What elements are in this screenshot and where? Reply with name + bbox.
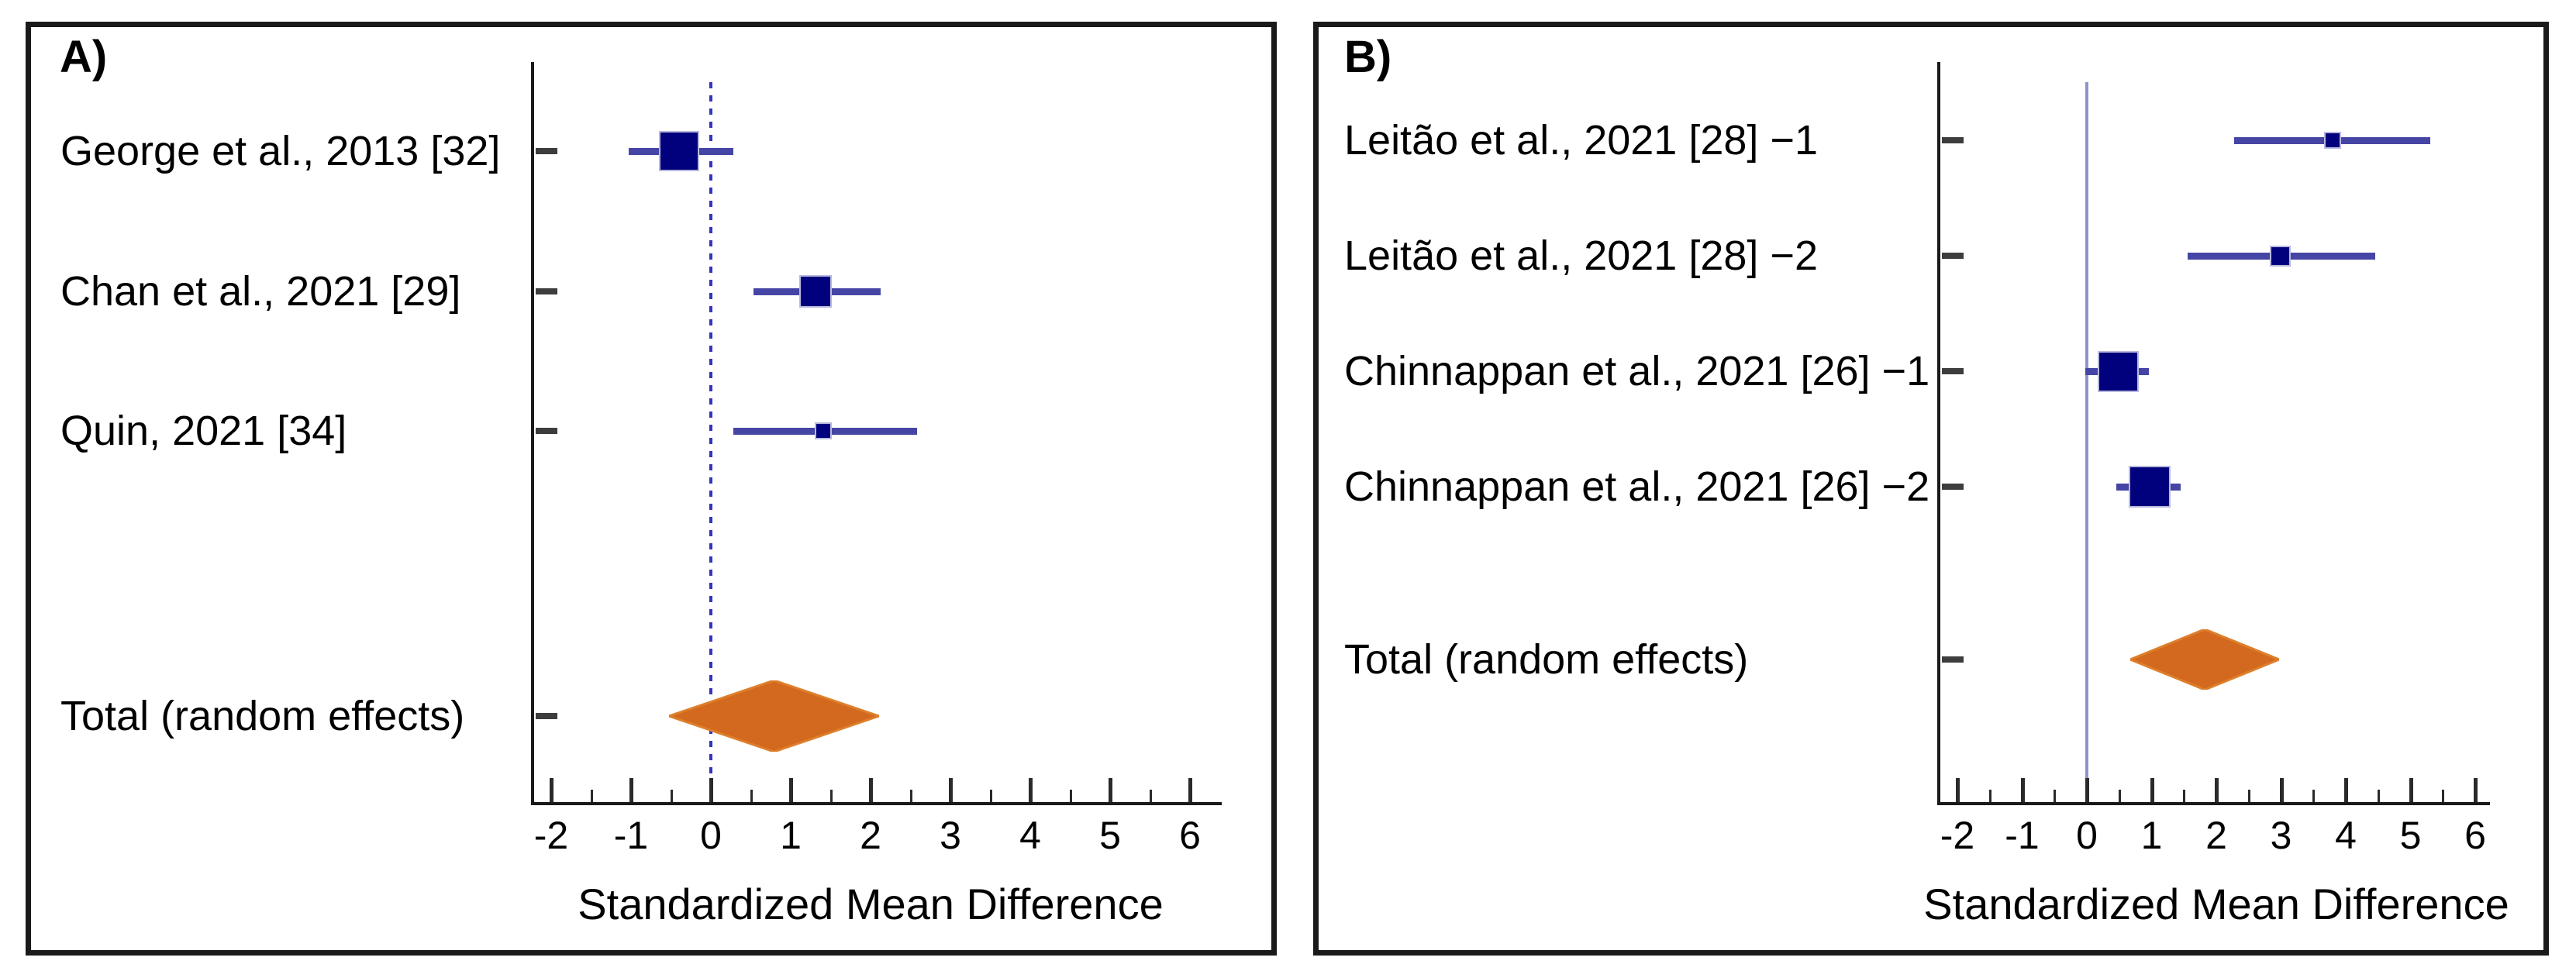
panel-a-x-tick-label: 6: [1179, 814, 1201, 857]
row-tick: [1942, 137, 1964, 143]
effect-square: [2128, 466, 2171, 508]
panel-b-x-tick-minor: [2442, 790, 2445, 802]
effect-square: [798, 275, 832, 308]
panel-b-x-tick-label: 0: [2076, 814, 2098, 857]
panel-b-y-axis: [1937, 62, 1940, 805]
panel-b-x-tick-major: [2409, 778, 2413, 802]
panel-b-x-tick-major: [2020, 778, 2025, 802]
panel-b-x-tick-label: 4: [2335, 814, 2357, 857]
panel-b-x-tick-major: [2344, 778, 2348, 802]
study-row-label: Quin, 2021 [34]: [60, 408, 347, 454]
panel-b-x-tick-minor: [2247, 790, 2250, 802]
panel-a-x-tick-major: [1188, 778, 1192, 802]
panel-a-x-tick-major: [869, 778, 873, 802]
study-row-label: George et al., 2013 [32]: [60, 128, 501, 174]
row-tick: [536, 428, 557, 434]
row-tick: [536, 288, 557, 294]
panel-b: [1313, 22, 2549, 956]
row-tick: [1942, 368, 1964, 374]
panel-b-x-tick-label: 3: [2270, 814, 2292, 857]
panel-a-x-tick-minor: [750, 790, 753, 802]
panel-b-x-tick-minor: [2054, 790, 2057, 802]
panel-b-zero-reference-line: [2085, 82, 2088, 801]
panel-a-x-tick-label: 3: [940, 814, 961, 857]
effect-square: [2324, 132, 2342, 149]
row-tick: [536, 713, 557, 719]
panel-b-x-tick-minor: [1988, 790, 1991, 802]
panel-a-x-tick-major: [789, 778, 793, 802]
panel-a-x-tick-minor: [989, 790, 992, 802]
panel-a-x-tick-major: [1029, 778, 1033, 802]
panel-a-x-tick-label: 2: [860, 814, 881, 857]
effect-square: [658, 131, 699, 171]
panel-b-x-tick-major: [2085, 778, 2089, 802]
panel-b-x-tick-label: 6: [2464, 814, 2486, 857]
row-tick: [1942, 253, 1964, 259]
panel-a-x-tick-label: 5: [1099, 814, 1121, 857]
total-diamond: [669, 680, 880, 752]
panel-b-x-tick-label: 1: [2140, 814, 2163, 857]
panel-b-x-tick-minor: [2118, 790, 2121, 802]
panel-b-x-tick-major: [2215, 778, 2219, 802]
panel-b-x-tick-major: [2279, 778, 2284, 802]
effect-square: [2270, 245, 2292, 267]
panel-a-x-tick-minor: [1149, 790, 1152, 802]
panel-b-x-tick-minor: [2377, 790, 2380, 802]
panel-a-zero-reference-line: [709, 82, 712, 801]
panel-a-x-axis: [531, 802, 1222, 805]
panel-b-x-tick-label: 5: [2399, 814, 2422, 857]
study-row-label: Leitão et al., 2021 [28] −1: [1344, 117, 1818, 164]
panel-a-x-tick-major: [629, 778, 633, 802]
panel-a-x-tick-major: [949, 778, 953, 802]
panel-a-x-tick-major: [709, 778, 713, 802]
panel-b-x-tick-minor: [2312, 790, 2316, 802]
panel-b-letter: B): [1344, 32, 1392, 82]
row-tick: [1942, 656, 1964, 663]
total-row-label: Total (random effects): [60, 693, 465, 739]
panel-b-x-tick-major: [1956, 778, 1960, 802]
panel-b-x-tick-label: -1: [2005, 814, 2040, 857]
total-row-label: Total (random effects): [1344, 636, 1749, 683]
panel-a-x-tick-minor: [909, 790, 912, 802]
panel-a-y-axis: [531, 62, 534, 805]
panel-a-xaxis-title: Standardized Mean Difference: [578, 880, 1164, 928]
panel-a-letter: A): [60, 32, 108, 82]
study-row-label: Chinnappan et al., 2021 [26] −1: [1344, 348, 1930, 394]
study-row-label: Chan et al., 2021 [29]: [60, 268, 461, 315]
panel-a: [26, 22, 1277, 956]
panel-b-x-axis: [1937, 802, 2490, 805]
panel-b-x-tick-minor: [2183, 790, 2186, 802]
panel-a-x-tick-label: 1: [780, 814, 802, 857]
panel-a-x-tick-minor: [829, 790, 833, 802]
panel-b-x-tick-major: [2150, 778, 2154, 802]
effect-square: [2098, 350, 2140, 392]
effect-square: [815, 422, 833, 439]
row-tick: [536, 148, 557, 154]
panel-b-x-tick-major: [2474, 778, 2478, 802]
panel-b-x-tick-label: -2: [1940, 814, 1975, 857]
total-diamond: [2129, 629, 2279, 690]
panel-a-x-tick-minor: [1069, 790, 1072, 802]
panel-b-x-tick-label: 2: [2205, 814, 2227, 857]
panel-a-x-tick-major: [1109, 778, 1112, 802]
panel-a-x-tick-label: -1: [613, 814, 649, 857]
panel-a-x-tick-minor: [670, 790, 673, 802]
panel-a-x-tick-minor: [590, 790, 593, 802]
panel-a-x-tick-label: -2: [533, 814, 569, 857]
study-row-label: Leitão et al., 2021 [28] −2: [1344, 232, 1818, 279]
panel-a-x-tick-label: 4: [1019, 814, 1041, 857]
panel-b-xaxis-title: Standardized Mean Difference: [1923, 880, 2509, 928]
panel-a-x-tick-major: [550, 778, 553, 802]
row-tick: [1942, 484, 1964, 490]
panel-a-x-tick-label: 0: [700, 814, 722, 857]
study-row-label: Chinnappan et al., 2021 [26] −2: [1344, 463, 1930, 510]
